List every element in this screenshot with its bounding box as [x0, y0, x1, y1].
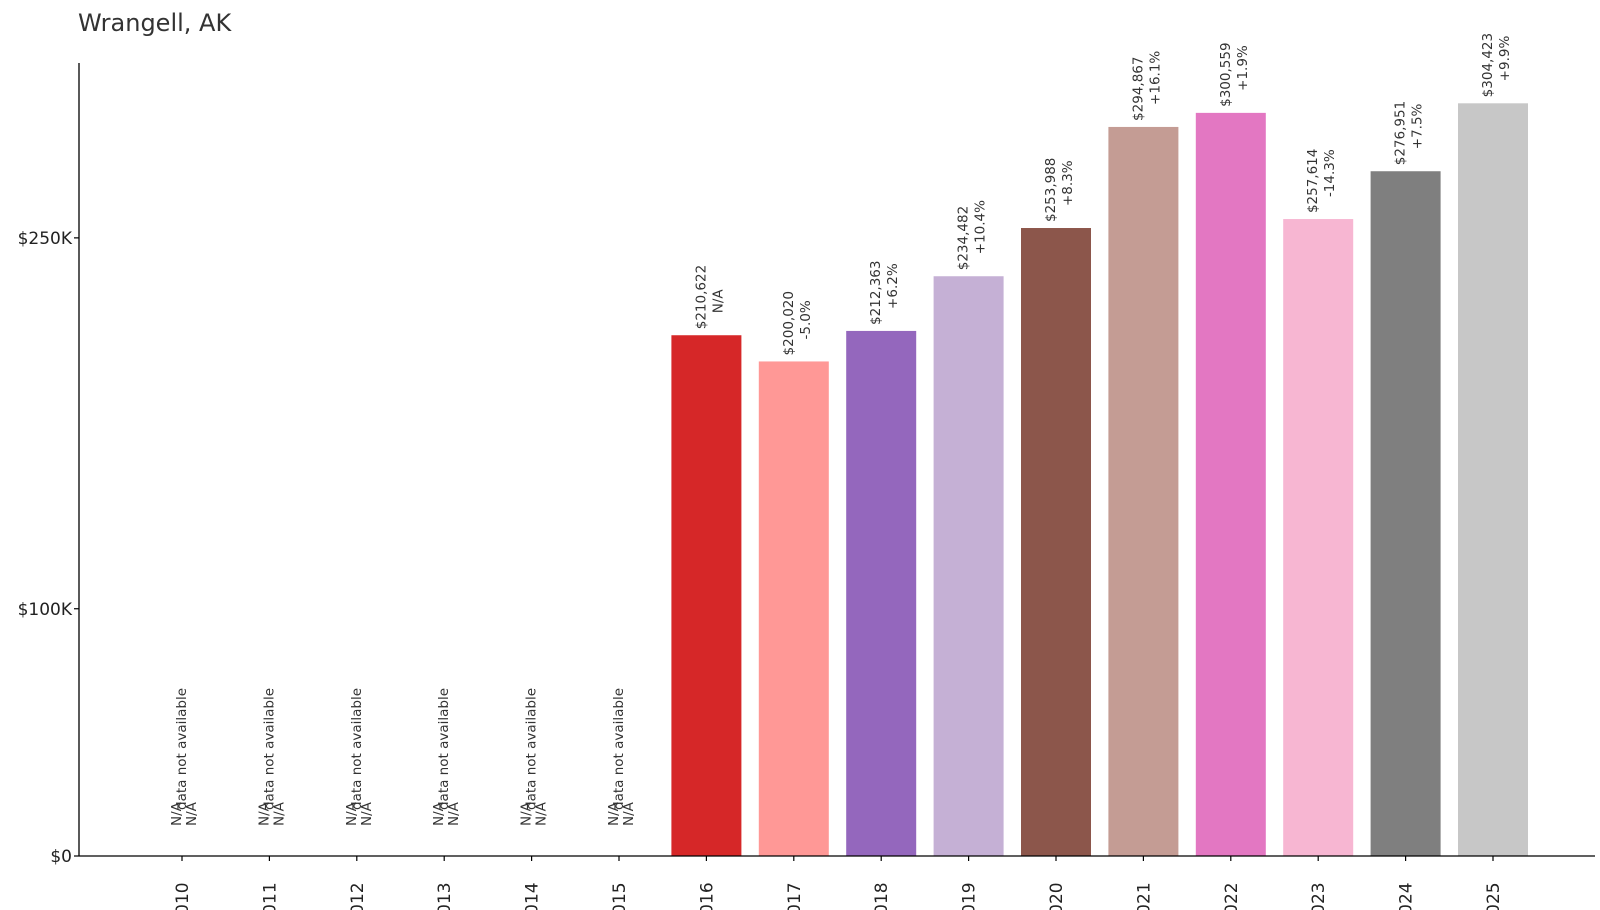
x-tick-label: 2019	[960, 882, 980, 910]
bar-change-label: N/A	[710, 289, 726, 314]
bar	[1021, 228, 1091, 857]
x-tick-label: 2023	[1309, 882, 1329, 910]
bar-value-label: $253,988	[1043, 158, 1059, 222]
y-tick-label: $0	[50, 847, 72, 867]
y-tick-label: $250K	[18, 229, 73, 249]
bars-group	[671, 103, 1528, 857]
bar	[1370, 171, 1441, 856]
bar-change-label: -14.3%	[1322, 149, 1338, 197]
bar-value-label: $210,622	[693, 265, 709, 329]
bar-value-label: $257,614	[1305, 149, 1321, 213]
x-tick-label: 2012	[348, 882, 368, 910]
bar-value-label: N/A	[344, 801, 360, 826]
bar-change-label: +6.2%	[885, 263, 901, 309]
missing-data-label: data not available	[524, 688, 540, 810]
bar-change-label: -5.0%	[798, 300, 814, 339]
x-tick-label: 2014	[523, 882, 543, 910]
x-tick-label: 2024	[1397, 882, 1417, 910]
x-axis: 2010 2011 2012 2013 2014 2015 2016 2017 2018 2019…	[79, 855, 1595, 910]
bar-change-label: +7.5%	[1410, 103, 1426, 149]
missing-data-label: data not available	[436, 688, 452, 810]
bar	[846, 330, 917, 856]
bar	[1108, 126, 1179, 856]
bar-change-label: N/A	[534, 801, 550, 826]
x-tick-label: 2016	[697, 882, 717, 910]
bar	[1283, 219, 1354, 856]
bar-change-label: +8.3%	[1060, 160, 1076, 206]
x-tick-label: 2010	[173, 882, 193, 910]
bar	[933, 276, 1004, 856]
bar-value-label: N/A	[169, 801, 185, 826]
bar-value-label: $212,363	[868, 261, 884, 325]
bar-change-label: N/A	[621, 801, 637, 826]
missing-data-label: data not available	[349, 688, 365, 810]
x-tick-label: 2021	[1134, 882, 1154, 910]
bar-value-label: $200,020	[781, 291, 797, 355]
missing-data-label: data not available	[174, 688, 190, 810]
x-tick-label: 2015	[610, 882, 630, 910]
x-tick-label: 2013	[435, 882, 455, 910]
bar-change-label: N/A	[446, 801, 462, 826]
bar-value-label: $276,951	[1393, 101, 1409, 165]
bar-change-label: +1.9%	[1235, 45, 1251, 91]
x-tick-label: 2020	[1047, 882, 1067, 910]
bar-value-label: $300,559	[1218, 42, 1234, 106]
bar	[671, 335, 742, 857]
y-tick-label: $100K	[18, 600, 73, 620]
bar-value-label: $304,423	[1480, 33, 1496, 97]
chart-title: Wrangell, AK	[78, 9, 232, 37]
bar-change-label: N/A	[184, 801, 200, 826]
bar-change-label: +9.9%	[1497, 36, 1513, 82]
bar-change-label: N/A	[359, 801, 375, 826]
bar-value-label: N/A	[606, 801, 622, 826]
missing-data-label: data not available	[261, 688, 277, 810]
bar-value-label: $234,482	[956, 206, 972, 270]
bar-value-label: N/A	[431, 801, 447, 826]
bar	[1458, 103, 1528, 856]
x-tick-label: 2011	[260, 882, 280, 910]
x-tick-label: 2022	[1222, 882, 1242, 910]
bar-change-label: +10.4%	[973, 200, 989, 254]
bar	[1195, 112, 1266, 857]
x-tick-label: 2025	[1484, 882, 1504, 910]
bar-change-label: +16.1%	[1147, 51, 1163, 105]
x-tick-label: 2017	[785, 882, 805, 910]
bar-value-label: N/A	[519, 801, 535, 826]
bar-value-label: $294,867	[1130, 57, 1146, 121]
x-tick-label: 2018	[872, 882, 892, 910]
bar	[758, 361, 829, 856]
missing-data-label: data not available	[611, 688, 627, 810]
y-axis: $0 $100K $250K	[18, 63, 80, 867]
bar-value-label: N/A	[256, 801, 272, 826]
bar-change-label: N/A	[271, 801, 287, 826]
